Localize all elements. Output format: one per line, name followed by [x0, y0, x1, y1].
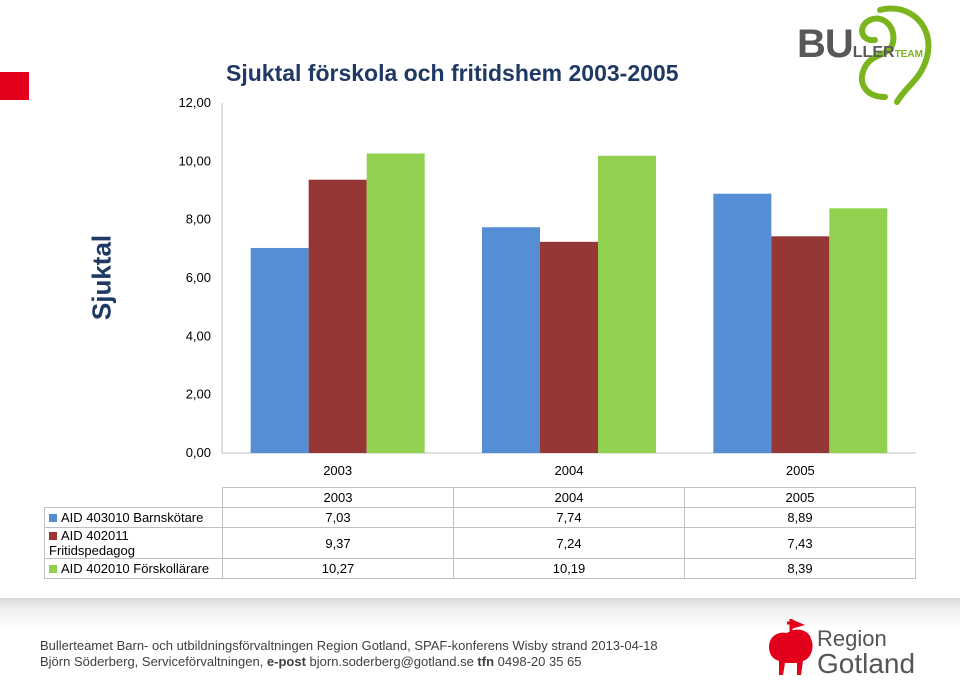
y-tick-label: 0,00 — [186, 445, 211, 460]
data-table-cell: 7,24 — [453, 527, 685, 559]
data-table-row: AID 403010 Barnskötare 7,03 7,74 8,89 — [44, 507, 916, 528]
legend-swatch — [49, 564, 57, 573]
y-tick-label: 12,00 — [178, 95, 211, 110]
data-table-cell: 7,03 — [222, 507, 454, 528]
y-tick-label: 8,00 — [186, 212, 211, 227]
data-table-series-cell: AID 402011 Fritidspedagog — [44, 527, 223, 559]
data-table-row: AID 402011 Fritidspedagog 9,37 7,24 7,43 — [44, 527, 916, 559]
region-text: Region — [817, 626, 887, 651]
footer-tfn-label: tfn — [477, 654, 495, 669]
data-table-cell: 10,27 — [222, 558, 454, 579]
region-gotland-ram-icon — [769, 619, 813, 675]
data-table-cell: 7,74 — [453, 507, 685, 528]
data-table: 2003 2004 2005 AID 403010 Barnskötare 7,… — [44, 487, 916, 579]
x-tick-label: 2004 — [555, 463, 584, 478]
chart-title: Sjuktal förskola och fritidshem 2003-200… — [226, 60, 679, 86]
data-table-cell: 7,43 — [684, 527, 916, 559]
logo-text-team: TEAM — [894, 49, 923, 60]
y-tick-label: 2,00 — [186, 387, 211, 402]
data-table-series-cell: AID 402010 Förskollärare — [44, 558, 223, 579]
logo-text-bu: BU — [797, 22, 854, 66]
bullerteam-logo-ear-icon — [858, 5, 932, 105]
bar-chart: 0,00 2,00 4,00 6,00 8,00 10,00 12,00 2003 2004 20… — [178, 95, 916, 478]
logo-text-ller: LLER — [852, 44, 895, 61]
bullerteam-logo-text: BULLERTEAM — [797, 22, 923, 67]
bar — [482, 227, 540, 453]
data-table-cell: 8,39 — [684, 558, 916, 579]
data-table-cell: 10,19 — [453, 558, 685, 579]
series-name: AID 403010 Barnskötare — [61, 510, 204, 525]
y-tick-label: 6,00 — [186, 270, 211, 285]
data-table-header-row: 2003 2004 2005 — [44, 487, 916, 508]
bar — [308, 179, 367, 454]
footer-line-2: Björn Söderberg, Serviceförvaltningen, e… — [40, 654, 582, 669]
bar — [713, 193, 772, 454]
region-gotland-logo-text: Region Gotland — [817, 628, 915, 678]
footer-line-1: Bullerteamet Barn- och utbildningsförval… — [40, 638, 658, 653]
series-name: AID 402011 Fritidspedagog — [49, 528, 135, 558]
data-table-header-cell: 2005 — [684, 487, 916, 508]
legend-swatch — [49, 513, 57, 522]
footer-phone: 0498-20 35 65 — [497, 654, 582, 669]
bar — [829, 208, 888, 453]
x-tick-label: 2005 — [786, 463, 815, 478]
bar — [366, 153, 425, 454]
footer-epost-label: e-post — [266, 654, 306, 669]
data-table-series-cell: AID 403010 Barnskötare — [44, 507, 223, 528]
data-table-cell: 8,89 — [684, 507, 916, 528]
data-table-header-cell: 2004 — [453, 487, 685, 508]
data-table-cell: 9,37 — [222, 527, 454, 559]
data-table-corner — [44, 487, 223, 508]
bar — [598, 155, 656, 453]
gotland-text: Gotland — [817, 648, 916, 679]
x-tick-label: 2003 — [323, 463, 352, 478]
footer-name: Björn Söderberg, Serviceförvaltningen, — [40, 654, 264, 669]
data-table-row: AID 402010 Förskollärare 10,27 10,19 8,3… — [44, 558, 916, 579]
data-table-header-cell: 2003 — [222, 487, 454, 508]
y-tick-label: 10,00 — [178, 153, 211, 168]
red-accent-tab — [0, 72, 29, 100]
bar — [771, 236, 830, 453]
y-tick-label: 4,00 — [186, 328, 211, 343]
bar — [250, 247, 309, 453]
footer-email-link[interactable]: bjorn.soderberg@gotland.se — [309, 654, 474, 669]
bar — [540, 241, 598, 453]
series-name: AID 402010 Förskollärare — [61, 561, 210, 576]
legend-swatch — [49, 531, 57, 540]
